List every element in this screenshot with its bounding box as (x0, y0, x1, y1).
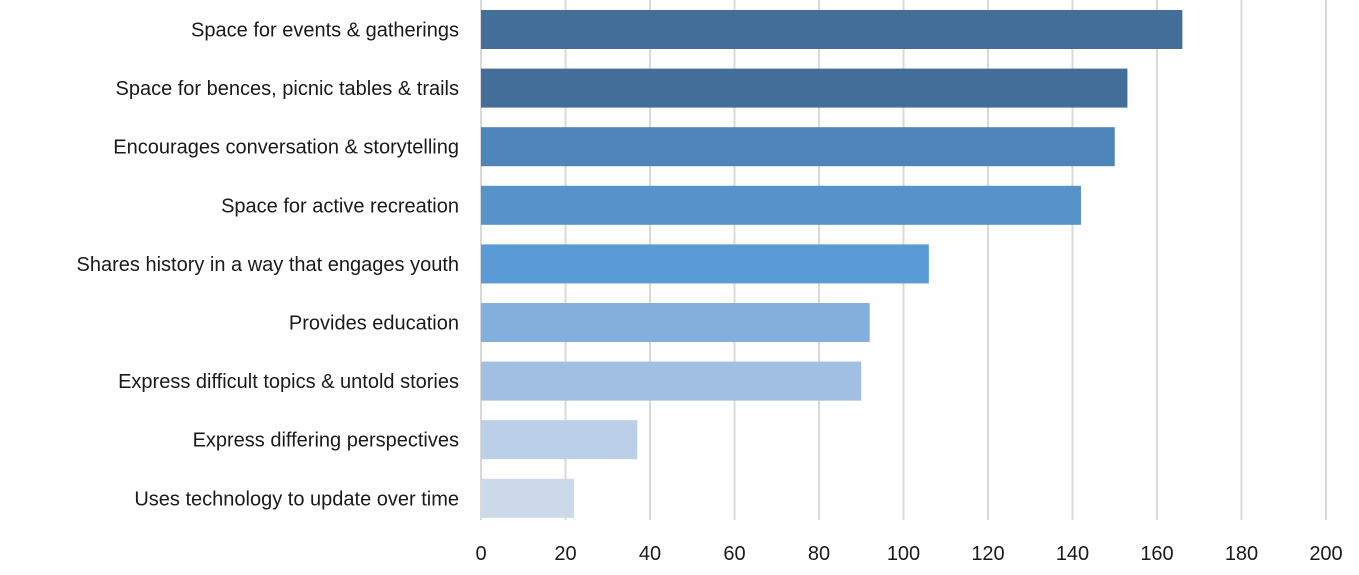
bar-2 (481, 127, 1115, 167)
bar-4 (481, 244, 929, 284)
bar-8 (481, 478, 574, 518)
x-tick-label-80: 80 (808, 543, 830, 565)
x-tick-label-0: 0 (475, 543, 486, 565)
category-label-0: Space for events & gatherings (191, 20, 459, 42)
x-tick-label-200: 200 (1309, 543, 1342, 565)
x-tick-label-180: 180 (1225, 543, 1258, 565)
bar-7 (481, 420, 638, 460)
category-label-7: Express differing perspectives (193, 430, 459, 452)
bar-1 (481, 68, 1128, 108)
category-label-8: Uses technology to update over time (134, 488, 459, 510)
bar-3 (481, 185, 1081, 225)
category-label-1: Space for bences, picnic tables & trails (115, 78, 459, 100)
category-label-4: Shares history in a way that engages you… (77, 254, 459, 276)
x-tick-label-120: 120 (971, 543, 1004, 565)
category-label-3: Space for active recreation (221, 195, 459, 217)
x-tick-label-100: 100 (887, 543, 920, 565)
x-tick-label-140: 140 (1056, 543, 1089, 565)
category-label-6: Express difficult topics & untold storie… (118, 371, 459, 393)
category-labels: Space for events & gatherings Space for b… (77, 20, 459, 511)
x-axis-tick-labels: 0 20 40 60 80 100 120 140 160 180 200 (475, 543, 1342, 565)
x-tick-label-160: 160 (1140, 543, 1173, 565)
x-tick-label-20: 20 (554, 543, 576, 565)
category-label-2: Encourages conversation & storytelling (113, 137, 459, 159)
category-label-5: Provides education (289, 313, 459, 335)
bar-0 (481, 10, 1183, 49)
bar-5 (481, 303, 870, 342)
bar-6 (481, 361, 862, 401)
bars (481, 10, 1183, 518)
x-tick-label-40: 40 (639, 543, 661, 565)
x-tick-label-60: 60 (723, 543, 745, 565)
